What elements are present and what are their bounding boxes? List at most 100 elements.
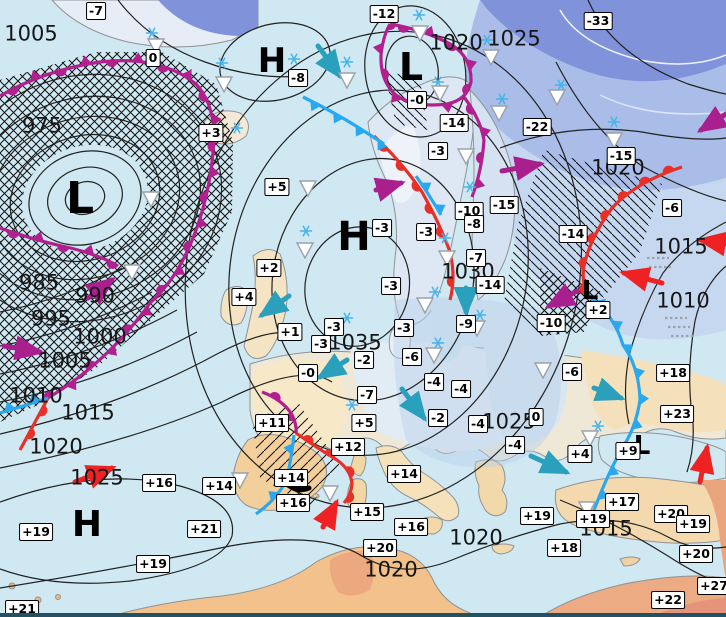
front-semicircle <box>269 392 281 402</box>
snowflake-icon <box>428 286 442 298</box>
front-triangle <box>612 320 623 332</box>
precipitation-hatching <box>0 52 662 506</box>
temp-label: -0 <box>298 364 318 382</box>
temp-label: -9 <box>456 315 476 333</box>
wind-arrow <box>257 290 292 318</box>
temp-label: +19 <box>520 507 554 525</box>
temp-label: +21 <box>187 520 221 538</box>
front-triangle <box>209 166 220 178</box>
front-semicircle <box>435 225 445 238</box>
front-semicircle <box>381 68 390 81</box>
snowflake-icon <box>607 116 621 128</box>
pressure-center-L: L <box>581 276 599 306</box>
front-triangle <box>634 367 645 379</box>
isobar-label: 1020 <box>429 30 483 55</box>
isobar-label: 1025 <box>482 409 536 434</box>
temp-label: +5 <box>264 178 290 196</box>
shower-triangle-icon <box>456 148 476 166</box>
front-semicircle <box>587 232 596 245</box>
pressure-center-H: H <box>71 504 103 545</box>
temp-label: -3 <box>394 319 414 337</box>
shower-triangle-icon <box>214 76 234 94</box>
pressure-center-H: H <box>257 41 287 81</box>
front-semicircle <box>106 260 118 269</box>
temp-label: +14 <box>387 465 421 483</box>
front-semicircle <box>199 191 208 204</box>
front-triangle <box>174 264 186 275</box>
isobar-label: 1020 <box>364 557 418 582</box>
front-semicircle <box>198 90 208 102</box>
front-semicircle <box>345 491 355 503</box>
wind-arrow <box>84 277 116 305</box>
temp-label: +5 <box>351 414 377 432</box>
front-semicircle <box>662 165 675 174</box>
pressure-center-H: H <box>337 214 371 260</box>
shower-triangle-icon <box>146 38 166 56</box>
isobar-label: 990 <box>74 283 116 308</box>
front-triangle <box>80 55 92 66</box>
temp-label: -10 <box>536 314 566 332</box>
temp-label: +18 <box>547 539 581 557</box>
front-triangle <box>211 114 222 127</box>
temp-label: -4 <box>468 415 488 433</box>
temp-label: -2 <box>354 351 374 369</box>
wind-arrow <box>591 377 626 402</box>
snowflake-icon <box>340 56 354 68</box>
front-triangle <box>106 345 118 356</box>
temp-label: -7 <box>86 2 106 20</box>
temp-label: -6 <box>402 348 422 366</box>
temp-label: -14 <box>439 114 469 132</box>
snowflake-icon <box>473 309 487 321</box>
temp-label: -3 <box>416 223 436 241</box>
isobar-label: 1015 <box>654 234 708 259</box>
front-semicircle <box>578 257 587 270</box>
front-triangle <box>608 465 619 476</box>
cold-front <box>414 175 443 216</box>
temp-label: +19 <box>576 510 610 528</box>
front-semicircle <box>639 176 651 186</box>
front-triangle <box>30 70 42 81</box>
shower-triangle-icon <box>298 180 318 198</box>
warm-front <box>581 165 683 297</box>
front-semicircle <box>156 284 167 296</box>
warm-front <box>18 397 50 451</box>
shower-triangle-icon <box>430 85 450 103</box>
temp-label: -2 <box>428 409 448 427</box>
front-triangle <box>355 125 366 137</box>
front-triangle <box>283 442 294 455</box>
snowflake-icon <box>287 53 301 65</box>
front-triangle <box>391 92 402 103</box>
isobar-label: 1035 <box>328 330 382 355</box>
isobar-label: 1020 <box>449 525 503 550</box>
shower-triangle-icon <box>533 362 553 380</box>
temp-label: +27 <box>697 577 726 595</box>
front-triangle <box>632 418 643 430</box>
snowflake-icon <box>412 9 426 21</box>
isobar-label: 1020 <box>29 434 83 459</box>
temp-label: -3 <box>311 335 331 353</box>
shower-triangle-icon <box>580 430 600 448</box>
front-semicircle <box>302 435 314 445</box>
front-triangle <box>181 69 192 81</box>
front-triangle <box>268 490 280 502</box>
front-semicircle <box>397 25 410 33</box>
wind-arrow <box>315 353 350 380</box>
wind-arrow <box>619 267 665 292</box>
wind-arrow <box>689 443 715 485</box>
front-semicircle <box>57 244 70 253</box>
wind-arrow <box>544 283 580 309</box>
front-semicircle <box>462 83 472 96</box>
temp-label: +4 <box>231 288 257 306</box>
shower-triangle-icon <box>295 242 315 260</box>
temp-label: +19 <box>19 523 53 541</box>
snowflake-icon <box>438 232 452 244</box>
temp-label: -15 <box>606 147 636 165</box>
shower-triangle-icon <box>141 191 161 209</box>
shower-triangle-icon <box>424 347 444 365</box>
snowflake-icon <box>145 27 159 39</box>
shower-triangle-icon <box>410 25 430 43</box>
pressure-center-L: L <box>398 45 424 89</box>
shower-triangle-icon <box>489 105 509 123</box>
wind-arrow <box>696 231 726 257</box>
